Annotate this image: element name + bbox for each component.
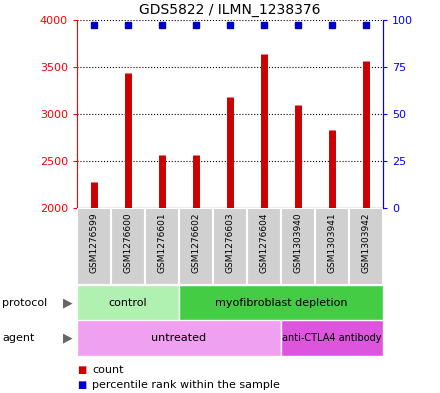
Text: percentile rank within the sample: percentile rank within the sample: [92, 380, 280, 390]
Text: GSM1276602: GSM1276602: [191, 213, 201, 273]
Bar: [281, 320, 383, 356]
Text: GSM1276599: GSM1276599: [89, 213, 99, 273]
Bar: [77, 285, 179, 320]
Text: GSM1276604: GSM1276604: [259, 213, 268, 273]
Text: GSM1276603: GSM1276603: [225, 213, 235, 273]
Bar: [145, 208, 179, 285]
Bar: [111, 208, 145, 285]
Text: count: count: [92, 365, 124, 375]
Text: ▶: ▶: [63, 331, 73, 345]
Bar: [281, 208, 315, 285]
Bar: [349, 208, 383, 285]
Text: ■: ■: [77, 365, 86, 375]
Text: ▶: ▶: [63, 296, 73, 309]
Bar: [77, 320, 281, 356]
Text: GSM1303942: GSM1303942: [361, 213, 370, 273]
Text: anti-CTLA4 antibody: anti-CTLA4 antibody: [282, 333, 381, 343]
Bar: [77, 208, 111, 285]
Text: untreated: untreated: [151, 333, 206, 343]
Bar: [247, 208, 281, 285]
Text: GSM1303940: GSM1303940: [293, 213, 302, 273]
Text: GSM1303941: GSM1303941: [327, 213, 336, 273]
Text: GSM1276601: GSM1276601: [158, 213, 166, 273]
Bar: [179, 285, 383, 320]
Bar: [315, 208, 349, 285]
Bar: [213, 208, 247, 285]
Title: GDS5822 / ILMN_1238376: GDS5822 / ILMN_1238376: [139, 3, 321, 17]
Bar: [179, 208, 213, 285]
Text: protocol: protocol: [2, 298, 48, 308]
Text: myofibroblast depletion: myofibroblast depletion: [215, 298, 347, 308]
Text: agent: agent: [2, 333, 35, 343]
Text: GSM1276600: GSM1276600: [124, 213, 132, 273]
Text: control: control: [109, 298, 147, 308]
Text: ■: ■: [77, 380, 86, 390]
